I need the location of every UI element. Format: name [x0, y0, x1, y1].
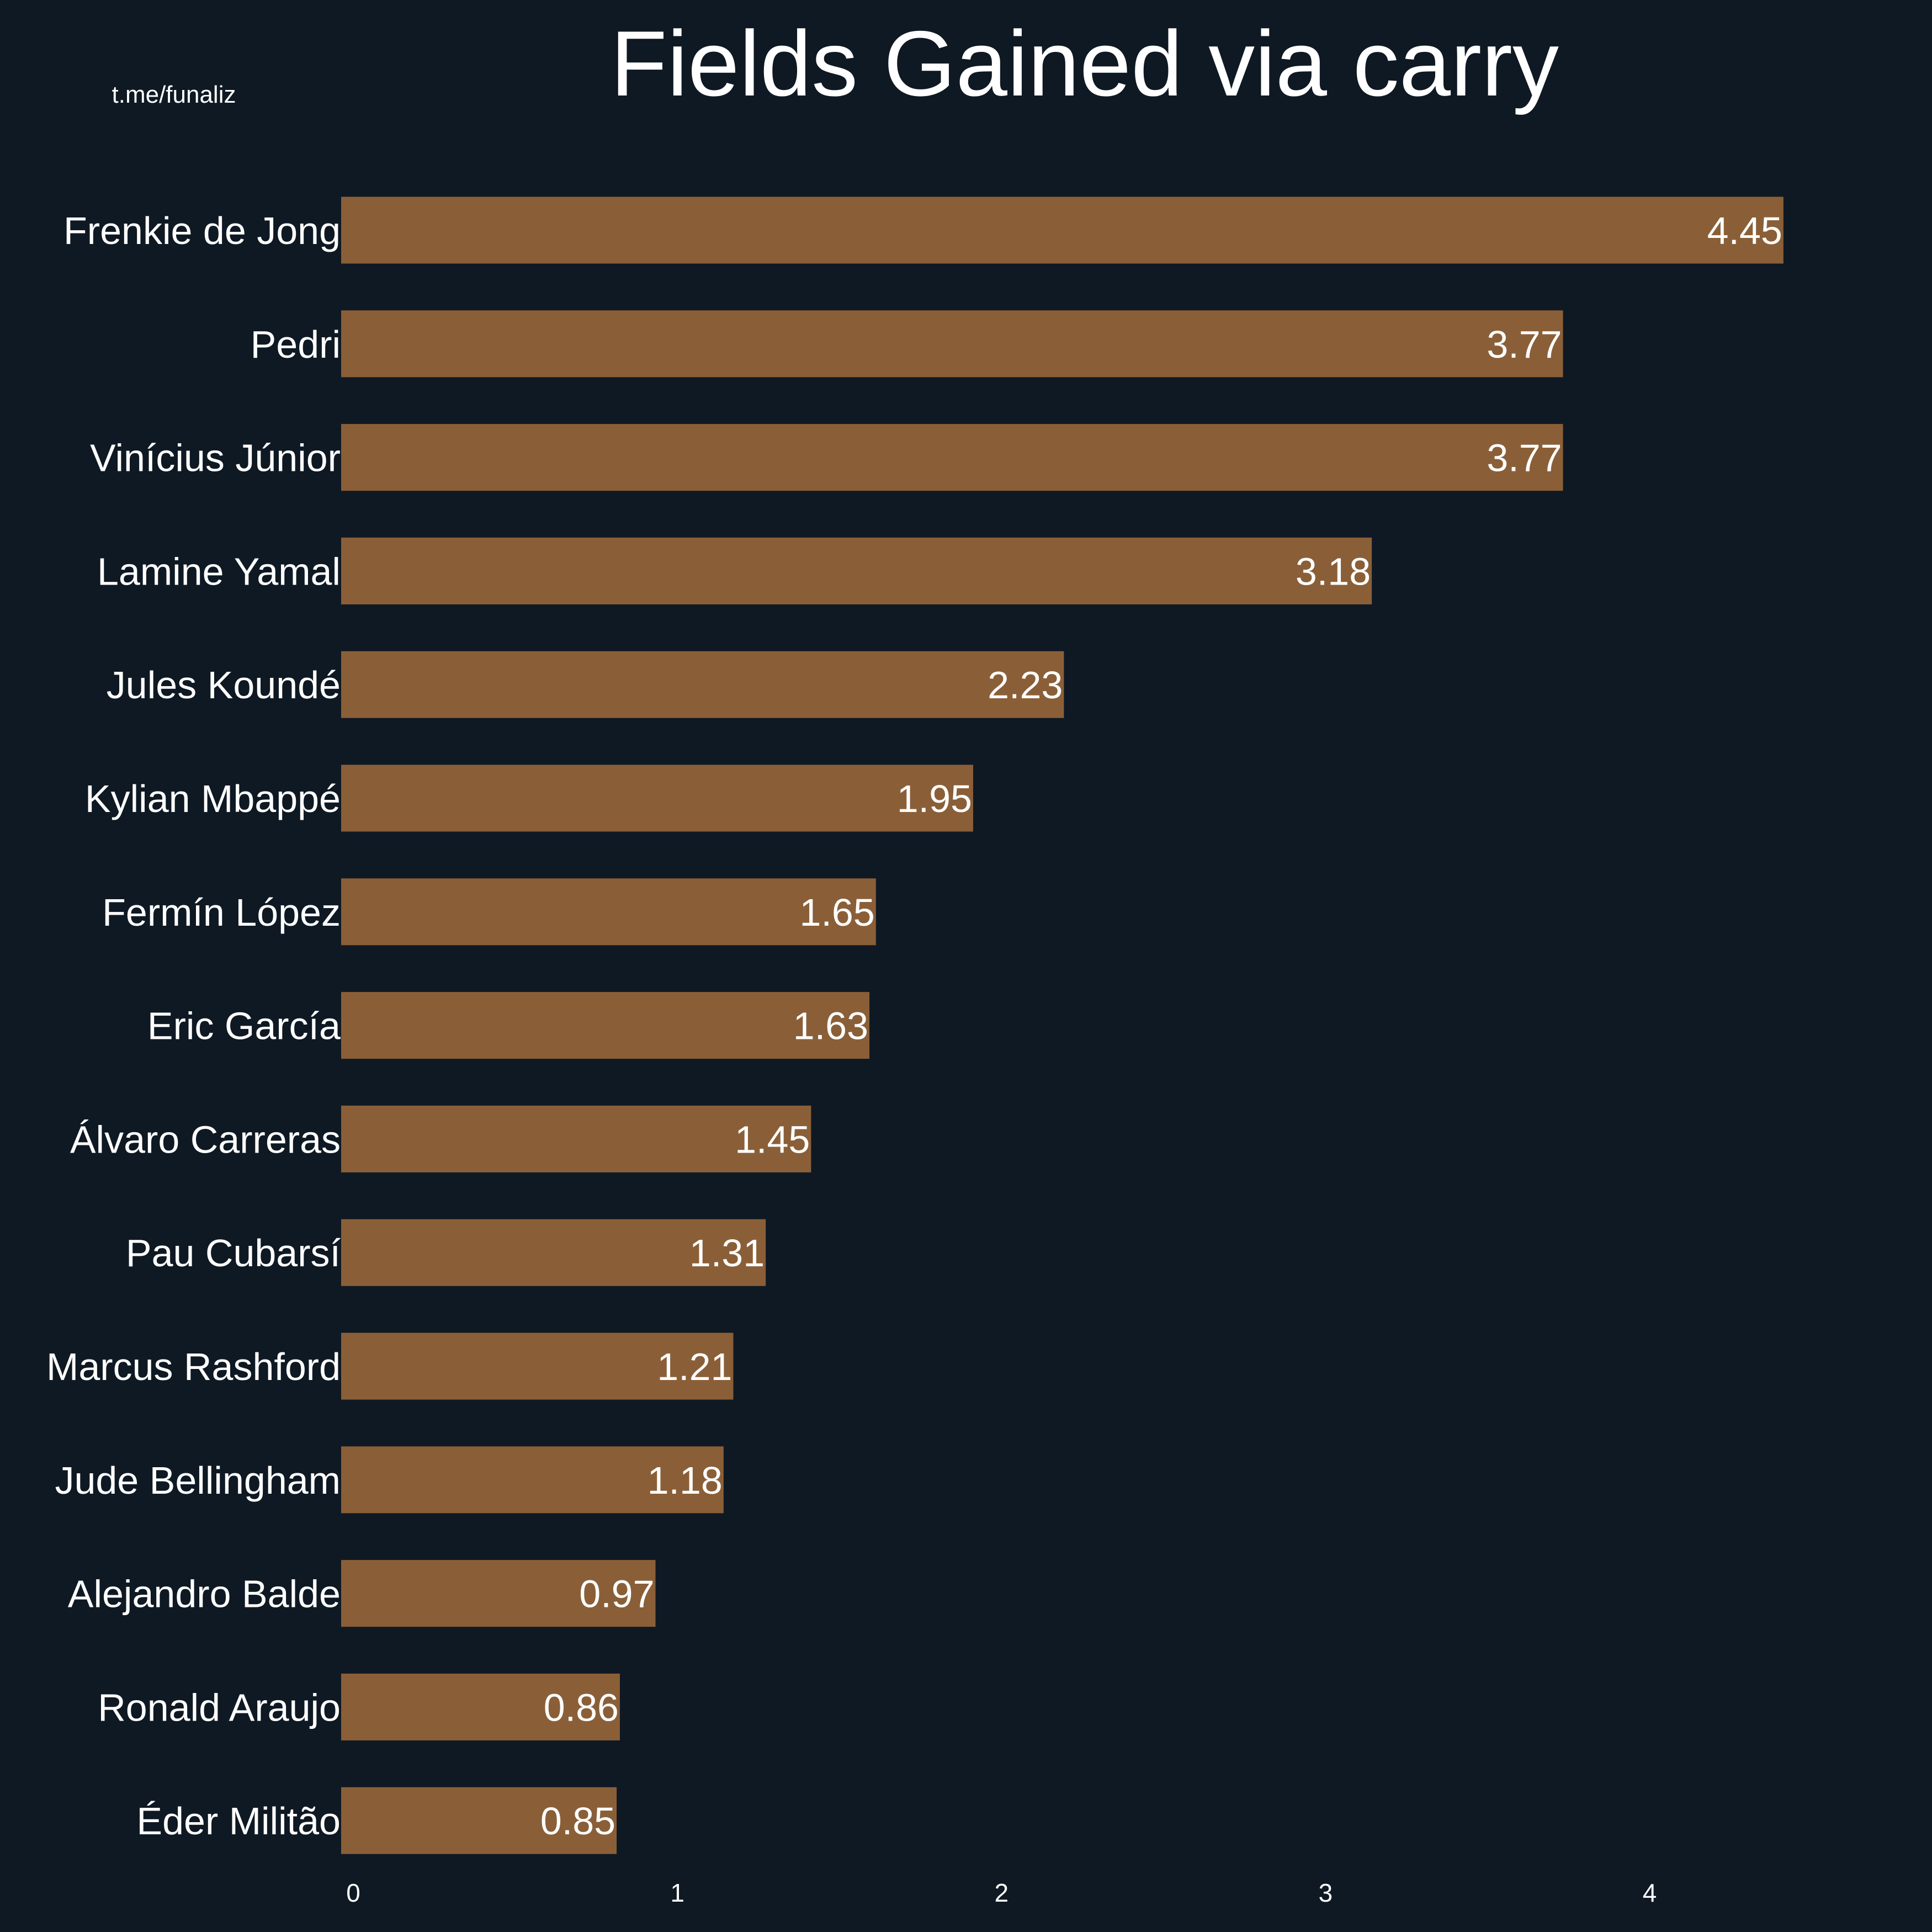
bars-layer	[341, 197, 1784, 1854]
category-label: Kylian Mbappé	[85, 777, 341, 820]
bar	[341, 1105, 811, 1172]
category-label: Jude Bellingham	[55, 1459, 341, 1502]
bar	[341, 537, 1372, 604]
value-label: 1.95	[897, 777, 972, 820]
bar	[341, 651, 1064, 718]
bar	[341, 1673, 620, 1740]
category-label: Álvaro Carreras	[70, 1118, 341, 1161]
bar	[341, 992, 870, 1059]
value-label: 2.23	[988, 664, 1063, 707]
category-label: Pedri	[251, 323, 341, 366]
category-label: Frenkie de Jong	[63, 209, 341, 252]
value-label: 3.77	[1487, 323, 1562, 366]
bar	[341, 197, 1784, 264]
x-tick-label: 1	[670, 1878, 684, 1907]
bar	[341, 310, 1563, 378]
value-label: 1.45	[735, 1118, 810, 1161]
x-tick-label: 4	[1643, 1878, 1657, 1907]
category-label: Éder Militão	[136, 1800, 341, 1843]
category-label: Vinícius Júnior	[90, 437, 341, 480]
value-label: 4.45	[1707, 209, 1782, 252]
value-label: 1.31	[689, 1232, 765, 1275]
category-labels: Frenkie de Jong Pedri Vinícius Júnior Lamin…	[46, 209, 341, 1843]
value-label: 3.77	[1487, 437, 1562, 480]
category-label: Jules Koundé	[107, 664, 341, 707]
bar	[341, 1333, 734, 1400]
bar	[341, 1219, 766, 1286]
category-label: Pau Cubarsí	[126, 1232, 341, 1275]
value-label: 3.18	[1296, 550, 1371, 593]
category-label: Ronald Araujo	[98, 1686, 341, 1729]
bar	[341, 878, 876, 946]
value-label: 1.18	[647, 1459, 723, 1502]
value-label: 0.85	[540, 1800, 615, 1843]
value-label: 1.21	[657, 1345, 732, 1388]
x-tick-label: 2	[995, 1878, 1009, 1907]
bar	[341, 1446, 724, 1514]
value-labels: 4.45 3.77 3.77 3.18 2.23 1.95 1.65 1.63 1.45 1.31…	[540, 209, 1782, 1843]
value-label: 1.65	[800, 891, 875, 934]
x-axis-ticks: 0 1 2 3 4	[346, 1878, 1657, 1907]
category-label: Lamine Yamal	[97, 550, 341, 593]
bar	[341, 1560, 656, 1627]
bar	[341, 1787, 617, 1854]
x-tick-label: 0	[346, 1878, 360, 1907]
category-label: Alejandro Balde	[68, 1573, 341, 1616]
value-label: 0.97	[579, 1573, 654, 1616]
bar	[341, 765, 973, 832]
value-label: 1.63	[793, 1005, 868, 1048]
watermark-text: t.me/funaliz	[112, 81, 236, 108]
category-label: Marcus Rashford	[46, 1345, 341, 1388]
bar	[341, 424, 1563, 491]
chart-title: Fields Gained via carry	[611, 12, 1559, 115]
value-label: 0.86	[544, 1686, 619, 1729]
category-label: Fermín López	[102, 891, 341, 934]
x-tick-label: 3	[1319, 1878, 1333, 1907]
category-label: Eric García	[147, 1005, 341, 1048]
